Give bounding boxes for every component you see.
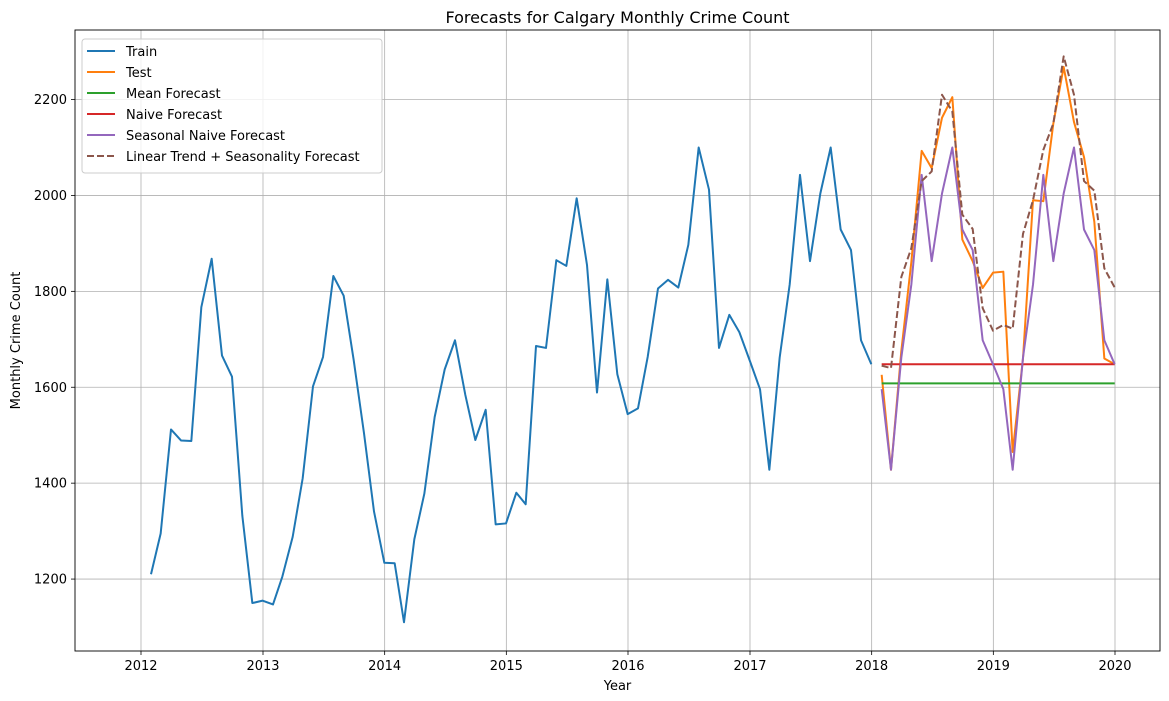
legend-label: Naive Forecast — [126, 108, 222, 123]
y-tick-label: 1600 — [34, 381, 67, 396]
series-line-train — [150, 146, 873, 624]
legend-label: Seasonal Naive Forecast — [126, 129, 285, 144]
series-line-linear-trend-seasonality-forecast — [881, 55, 1116, 370]
series-line-test — [880, 65, 1116, 471]
legend-label: Train — [125, 45, 157, 60]
x-tick-label: 2015 — [490, 659, 523, 674]
y-tick-label: 1400 — [34, 477, 67, 492]
x-tick-label: 2014 — [368, 659, 401, 674]
x-tick-label: 2013 — [246, 659, 279, 674]
x-tick-label: 2020 — [1098, 659, 1131, 674]
x-tick-label: 2019 — [977, 659, 1010, 674]
y-tick-label: 1200 — [34, 573, 67, 588]
chart-title: Forecasts for Calgary Monthly Crime Coun… — [445, 8, 789, 27]
y-tick-label: 1800 — [34, 285, 67, 300]
x-tick-label: 2017 — [733, 659, 766, 674]
legend-label: Test — [125, 66, 152, 81]
y-axis-label: Monthly Crime Count — [9, 272, 24, 410]
x-tick-label: 2012 — [124, 659, 157, 674]
y-tick-label: 2200 — [34, 93, 67, 108]
ticks: 2012 2013 2014 2015 2016 2017 2018 2019 2020 1200… — [34, 93, 1132, 674]
grid — [75, 30, 1160, 651]
legend: Train Test Mean Forecast Naive Forecast Seas… — [81, 38, 383, 174]
series-line-seasonal-naive-forecast — [880, 146, 1116, 471]
legend-label: Linear Trend + Seasonality Forecast — [126, 150, 360, 165]
legend-box — [81, 38, 383, 174]
series-layer — [150, 55, 1116, 624]
x-axis-label: Year — [603, 679, 632, 694]
legend-label: Mean Forecast — [126, 87, 221, 102]
y-tick-label: 2000 — [34, 189, 67, 204]
plot-frame — [74, 29, 1161, 652]
x-tick-label: 2016 — [611, 659, 644, 674]
x-tick-label: 2018 — [855, 659, 888, 674]
